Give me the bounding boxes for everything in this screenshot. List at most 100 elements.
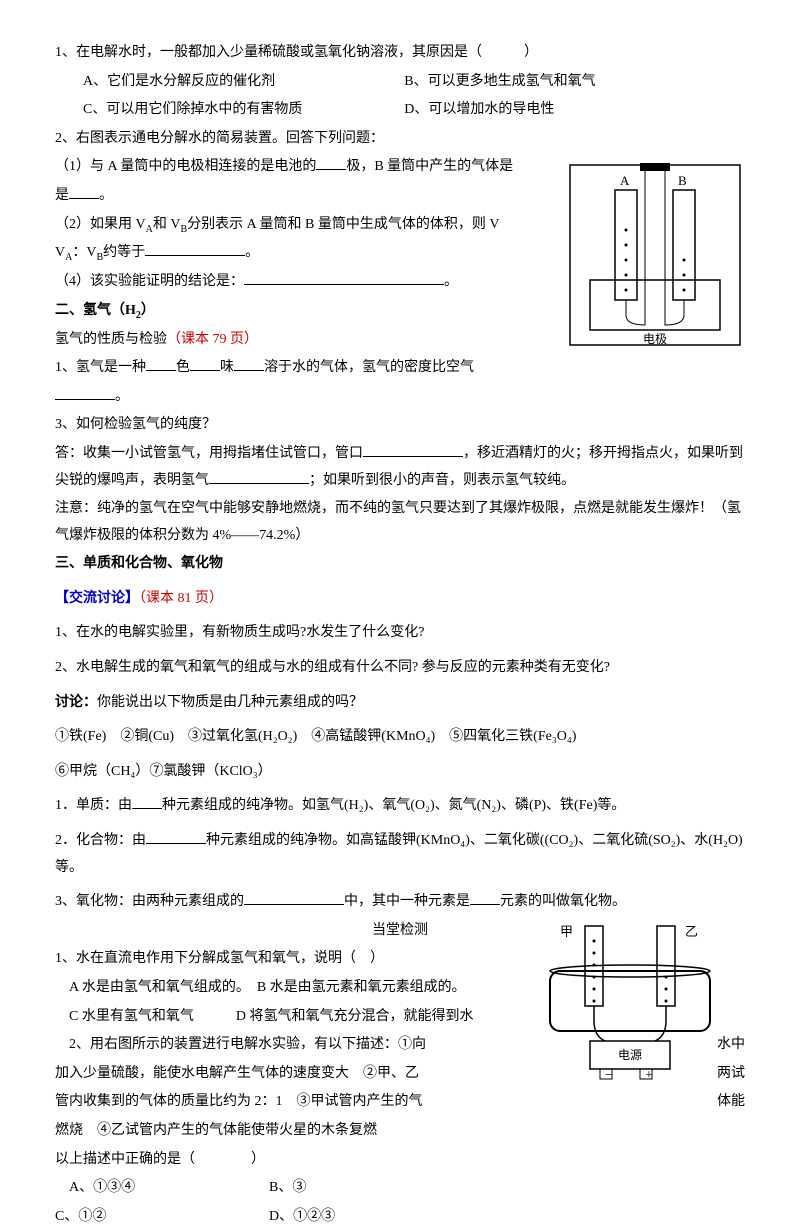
discuss-note: （课本 81 页） bbox=[139, 591, 223, 606]
q1-optA: A、它们是水分解反应的催化剂 bbox=[83, 69, 401, 96]
section3-title: 三、单质和化合物、氧化物 bbox=[55, 551, 745, 578]
t2-d: 燃烧 ④乙试管内产生的气体能使带火星的木条复燃 bbox=[55, 1118, 485, 1145]
s2q1-e: 。 bbox=[115, 389, 129, 404]
s2q1-a: 1、氢气是一种 bbox=[55, 360, 146, 375]
section2-title-text: 二、氢气（H bbox=[55, 303, 136, 318]
q1-options-row1: A、它们是水分解反应的催化剂 B、可以更多地生成氢气和氧气 bbox=[55, 69, 745, 96]
t1-optC: C 水里有氢气和氧气 bbox=[69, 1009, 194, 1024]
t2-optD: D、①②③ bbox=[269, 1209, 335, 1224]
q1-optD: D、可以增加水的导电性 bbox=[404, 97, 722, 124]
q2-p2c: 分别表示 A 量筒和 B 量筒中生成气体的体积，则 V bbox=[187, 217, 499, 232]
s3-disc: 讨论：你能说出以下物质是由几种元素组成的吗？ bbox=[55, 690, 745, 717]
electrolysis-diagram-1: A B 电极 bbox=[565, 160, 745, 361]
t2-b-text: 加入少量硫酸，能使水电解产生气体的速度变大 ②甲、乙 bbox=[55, 1066, 419, 1081]
def1-a: 1．单质：由 bbox=[55, 798, 132, 813]
def2-b: 种元素组成的纯净物。如高锰酸钾(KMnO₄)、二氧化碳((CO₂)、二氧化硫(S… bbox=[55, 833, 743, 875]
t2-c-text: 管内收集到的气体的质量比约为 2：1 ③甲试管内产生的气 bbox=[55, 1094, 423, 1109]
t2-b: 加入少量硫酸，能使水电解产生气体的速度变大 ②甲、乙 两试 bbox=[55, 1061, 485, 1088]
s2q3-l1c: ；如果听到很小的声音，则表示氢气较纯。 bbox=[309, 473, 575, 488]
t1-optB: B 水是由氢元素和氧元素组成的。 bbox=[257, 980, 466, 995]
diagram1-label-a: A bbox=[620, 173, 630, 188]
q2-stem: 2、右图表示通电分解水的简易装置。回答下列问题： bbox=[55, 126, 745, 153]
section2-subtitle-text: 氢气的性质与检验 bbox=[55, 332, 167, 347]
q2-p1b: 极，B 量筒中产生的气体是 bbox=[346, 159, 513, 174]
s2q1-b: 色 bbox=[176, 360, 190, 375]
q2-p4: （4）该实验能证明的结论是： 。 bbox=[55, 269, 525, 296]
def2-a: 2．化合物：由 bbox=[55, 833, 146, 848]
q2-p2e: 约等于 bbox=[103, 245, 145, 260]
q2-p1-cont: 是。 bbox=[55, 183, 525, 210]
s3q2: 2、水电解生成的氧气和氧气的组成与水的组成有什么不同? 参与反应的元素种类有无变… bbox=[55, 655, 745, 682]
electrolysis-diagram-2: 甲 乙 电源 − + bbox=[530, 921, 730, 1092]
blank bbox=[146, 843, 206, 844]
s2q1-c: 味 bbox=[220, 360, 234, 375]
def3-b: 中，其中一种元素是 bbox=[344, 894, 470, 909]
q2-p1a: （1）与 A 量筒中的电极相连接的是电池的 bbox=[55, 159, 316, 174]
q1-optB: B、可以更多地生成氢气和氧气 bbox=[404, 69, 722, 96]
t1-optD: D 将氢气和氧气充分混合，就能得到水 bbox=[236, 1009, 474, 1024]
def3-a: 3、氧化物：由两种元素组成的 bbox=[55, 894, 244, 909]
def1: 1．单质：由 种元素组成的纯净物。如氢气(H₂)、氧气(O₂)、氮气(N₂)、磷(… bbox=[55, 793, 745, 820]
diagram2-label-a: 甲 bbox=[560, 924, 573, 939]
t2-optB: B、③ bbox=[269, 1180, 306, 1195]
t2-c: 管内收集到的气体的质量比约为 2：1 ③甲试管内产生的气 体能 bbox=[55, 1089, 485, 1116]
def3-c: 元素的叫做氧化物。 bbox=[500, 894, 626, 909]
blank bbox=[55, 399, 115, 400]
blank bbox=[69, 198, 99, 199]
diagram1-svg: A B 电极 bbox=[565, 160, 745, 350]
blank bbox=[470, 904, 500, 905]
s3q1: 1、在水的电解实验里，有新物质生成吗?水发生了什么变化? bbox=[55, 620, 745, 647]
q1-options-row2: C、可以用它们除掉水中的有害物质 D、可以增加水的导电性 bbox=[55, 97, 745, 124]
disc-label: 讨论： bbox=[55, 695, 97, 710]
t2-a-text: 2、用右图所示的装置进行电解水实验，有以下描述：①向 bbox=[69, 1037, 426, 1052]
q2-p1: （1）与 A 量筒中的电极相连接的是电池的 极，B 量筒中产生的气体是 bbox=[55, 154, 525, 181]
t1-optA: A 水是由氢气和氧气组成的。 bbox=[69, 980, 243, 995]
q2-p4a: （4）该实验能证明的结论是： bbox=[55, 274, 244, 289]
blank bbox=[363, 456, 463, 457]
s2q1: 1、氢气是一种 色 味 溶于水的气体，氢气的密度比空气 bbox=[55, 355, 525, 382]
s2q1-d: 溶于水的气体，氢气的密度比空气 bbox=[264, 360, 474, 375]
q1-stem: 1、在电解水时，一般都加入少量稀硫酸或氢氧化钠溶液，其原因是（ ） bbox=[55, 40, 745, 67]
formulas1: ①铁(Fe) ②铜(Cu) ③过氧化氢(H₂O₂) ④高锰酸钾(KMnO₄) ⑤… bbox=[55, 724, 745, 751]
section2-subtitle-note: （课本 79 页） bbox=[167, 332, 258, 347]
blank bbox=[244, 904, 344, 905]
diagram1-electrode: 电极 bbox=[643, 332, 667, 346]
def3: 3、氧化物：由两种元素组成的 中，其中一种元素是 元素的叫做氧化物。 bbox=[55, 889, 745, 916]
diagram2-svg: 甲 乙 电源 − + bbox=[530, 921, 730, 1081]
diagram2-label-b: 乙 bbox=[685, 924, 698, 939]
q2-p2f: 。 bbox=[245, 245, 259, 260]
t2-row1: A、①③④B、③ bbox=[55, 1175, 485, 1202]
discuss-label: 【交流讨论】 bbox=[55, 591, 139, 606]
blank bbox=[145, 255, 245, 256]
t2-optC: C、①② bbox=[55, 1204, 269, 1230]
s2q1-cont: 。 bbox=[55, 384, 745, 411]
s2q3-l2: 注意：纯净的氢气在空气中能够安静地燃烧，而不纯的氢气只要达到了其爆炸极限，点燃是… bbox=[55, 496, 745, 549]
q2-p2b: 和 V bbox=[153, 217, 181, 232]
blank bbox=[234, 370, 264, 371]
diagram1-label-b: B bbox=[678, 173, 687, 188]
t2-row2: C、①②D、①②③ bbox=[55, 1204, 485, 1230]
section2-title-end: ） bbox=[141, 303, 155, 318]
section3-discuss: 【交流讨论】（课本 81 页） bbox=[55, 586, 745, 613]
formulas2: ⑥甲烷（CH₄）⑦氯酸钾（KClO₃） bbox=[55, 759, 745, 786]
blank bbox=[209, 483, 309, 484]
t2-e: 以上描述中正确的是（ ） bbox=[55, 1147, 485, 1174]
def2: 2．化合物：由种元素组成的纯净物。如高锰酸钾(KMnO₄)、二氧化碳((CO₂)… bbox=[55, 828, 745, 881]
blank bbox=[146, 370, 176, 371]
q2-p2d: ：V bbox=[72, 245, 96, 260]
disc-text: 你能说出以下物质是由几种元素组成的吗？ bbox=[97, 695, 363, 710]
sub-a: A bbox=[146, 223, 153, 234]
blank bbox=[244, 284, 444, 285]
q2-p2a: （2）如果用 V bbox=[55, 217, 146, 232]
q2-p2: （2）如果用 VA和 VB分别表示 A 量筒和 B 量筒中生成气体的体积，则 V bbox=[55, 212, 525, 239]
q2-p1c: 。 bbox=[99, 188, 113, 203]
diagram2-power: 电源 bbox=[618, 1048, 642, 1062]
def1-b: 种元素组成的纯净物。如氢气(H₂)、氧气(O₂)、氮气(N₂)、磷(P)、铁(F… bbox=[162, 798, 625, 813]
s2q3-title: 3、如何检验氢气的纯度？ bbox=[55, 412, 745, 439]
blank bbox=[132, 808, 162, 809]
blank bbox=[316, 169, 346, 170]
q2-p4b: 。 bbox=[444, 274, 458, 289]
s2q3-l1: 答：收集一小试管氢气，用拇指堵住试管口，管口，移近酒精灯的火；移开拇指点火，如果… bbox=[55, 441, 745, 494]
q2-p2-cont: VA：VB约等于。 bbox=[55, 240, 525, 267]
t2-optA: A、①③④ bbox=[69, 1175, 269, 1202]
